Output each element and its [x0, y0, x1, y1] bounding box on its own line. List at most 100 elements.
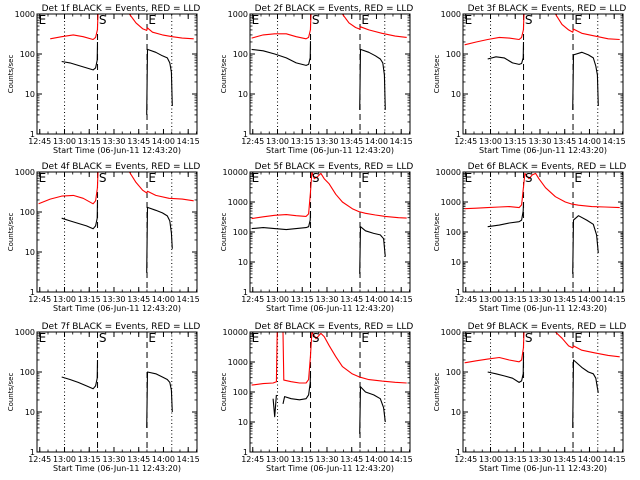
chart-panel: Det 3f BLACK = Events, RED = LLD Counts/s…	[433, 4, 626, 155]
y-tick-label: 10	[25, 90, 35, 99]
marker-label: S	[99, 13, 107, 27]
marker-label: E	[39, 171, 47, 185]
chart-panel: Det 4f BLACK = Events, RED = LLD Counts/s…	[7, 162, 200, 313]
y-tick-label: 100	[233, 50, 248, 59]
x-tick-label: 13:15	[291, 295, 314, 304]
events-series-line	[487, 201, 525, 228]
y-axis-label: Counts/sec	[433, 213, 441, 252]
x-tick-label: 13:45	[340, 455, 363, 464]
x-tick-label: 13:45	[553, 137, 576, 146]
events-series-line	[272, 394, 277, 418]
panel-title: Det 4f BLACK = Events, RED = LLD	[42, 162, 201, 172]
series-group	[464, 332, 620, 428]
lld-series-line	[464, 14, 525, 46]
events-series-line	[487, 356, 525, 383]
x-tick-label: 13:15	[504, 455, 527, 464]
x-tick-label: 13:30	[102, 455, 125, 464]
panel-title: Det 1f BLACK = Events, RED = LLD	[42, 4, 201, 14]
events-series-line	[61, 41, 99, 71]
plot-frame	[249, 13, 411, 135]
plot-frame	[462, 13, 624, 135]
x-tick-label: 14:15	[177, 137, 200, 146]
y-tick-label: 1	[30, 448, 35, 457]
chart-panel: Det 8f BLACK = Events, RED = LLD Counts/s…	[220, 322, 413, 473]
y-tick-label: 10000	[223, 328, 248, 337]
lld-series-line	[50, 14, 99, 41]
y-tick-label: 1	[243, 448, 248, 457]
x-tick-label: 13:00	[479, 295, 502, 304]
panel-title: Det 8f BLACK = Events, RED = LLD	[255, 322, 414, 332]
lld-series-line	[251, 14, 312, 40]
x-tick-label: 13:00	[479, 137, 502, 146]
series-group	[464, 14, 620, 110]
x-tick-label: 13:30	[528, 455, 551, 464]
y-tick-label: 100	[20, 208, 35, 217]
y-tick-label: 10000	[436, 168, 461, 177]
series-group	[38, 172, 194, 273]
lld-series-line	[555, 332, 620, 358]
x-tick-label: 12:45	[241, 137, 264, 146]
plot-frame	[249, 331, 411, 453]
x-tick-label: 14:15	[390, 137, 413, 146]
chart-panel: Det 1f BLACK = Events, RED = LLD Counts/s…	[7, 4, 200, 155]
panel-axes-2: Det 2f BLACK = Events, RED = LLD Counts/s…	[220, 4, 413, 155]
plot-frame	[249, 171, 411, 293]
panel-axes-3: Det 3f BLACK = Events, RED = LLD Counts/s…	[433, 4, 626, 155]
panel-title: Det 3f BLACK = Events, RED = LLD	[468, 4, 627, 14]
marker-label: E	[465, 13, 473, 27]
marker-label: E	[252, 331, 260, 345]
x-tick-label: 14:00	[152, 455, 175, 464]
x-tick-label: 14:00	[365, 137, 388, 146]
panel-axes-7: Det 7f BLACK = Events, RED = LLD Counts/s…	[7, 322, 200, 473]
x-tick-label: 13:45	[127, 295, 150, 304]
x-tick-label: 14:15	[603, 137, 626, 146]
panel-title: Det 5f BLACK = Events, RED = LLD	[255, 162, 414, 172]
x-tick-label: 12:45	[28, 137, 51, 146]
y-axis-label: Counts/sec	[433, 55, 441, 94]
x-tick-label: 14:00	[365, 295, 388, 304]
marker-label: E	[465, 171, 473, 185]
x-tick-label: 12:45	[241, 455, 264, 464]
events-series-line	[572, 359, 599, 428]
plot-frame	[462, 171, 624, 293]
y-tick-label: 1000	[441, 198, 461, 207]
x-tick-label: 14:00	[152, 295, 175, 304]
panel-axes-4: Det 4f BLACK = Events, RED = LLD Counts/s…	[7, 162, 200, 313]
panel-axes-5: Det 5f BLACK = Events, RED = LLD Counts/s…	[220, 162, 413, 313]
plot-frame	[462, 331, 624, 453]
y-tick-label: 1000	[228, 358, 248, 367]
x-axis-label: Start Time (06-Jun-11 12:43:20)	[266, 464, 394, 473]
series-group	[50, 14, 194, 115]
panel-axes-9: Det 9f BLACK = Events, RED = LLD Counts/s…	[433, 322, 626, 473]
x-tick-label: 13:30	[528, 295, 551, 304]
x-axis-label: Start Time (06-Jun-11 12:43:20)	[479, 304, 607, 313]
x-tick-label: 13:45	[127, 455, 150, 464]
y-axis-label: Counts/sec	[433, 373, 441, 412]
x-tick-label: 13:00	[53, 137, 76, 146]
marker-label: E	[39, 331, 47, 345]
lld-series-line	[38, 172, 99, 205]
x-tick-label: 13:15	[291, 455, 314, 464]
series-group	[464, 172, 620, 274]
marker-label: S	[312, 331, 320, 345]
y-tick-label: 1000	[15, 168, 35, 177]
x-axis-label: Start Time (06-Jun-11 12:43:20)	[53, 146, 181, 155]
marker-label: E	[574, 13, 582, 27]
lld-series-line	[128, 172, 194, 202]
y-tick-label: 10	[238, 258, 248, 267]
x-tick-label: 14:00	[578, 295, 601, 304]
x-tick-label: 12:45	[454, 137, 477, 146]
x-tick-label: 12:45	[454, 455, 477, 464]
series-group	[61, 359, 173, 428]
x-tick-label: 14:15	[390, 295, 413, 304]
events-series-line	[146, 48, 173, 115]
y-tick-label: 1	[30, 288, 35, 297]
y-tick-label: 10	[451, 258, 461, 267]
marker-label: S	[525, 13, 533, 27]
x-tick-label: 12:45	[28, 455, 51, 464]
series-group	[251, 172, 407, 274]
x-tick-label: 13:15	[504, 295, 527, 304]
marker-label: E	[574, 171, 582, 185]
marker-label: E	[361, 331, 369, 345]
marker-label: S	[525, 331, 533, 345]
